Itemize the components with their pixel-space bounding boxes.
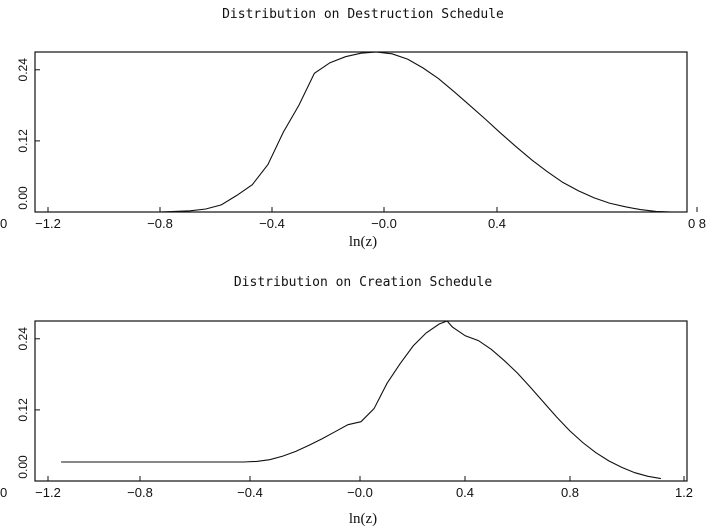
destruction-y-tick-label: 0.12	[16, 129, 30, 153]
destruction-x-ticks: 0 −1.2 −0.8 −0.4 −0.0 0.4 0 8	[0, 207, 706, 231]
creation-x-tick-label: −0.0	[347, 485, 373, 500]
creation-plot-frame	[34, 320, 688, 482]
creation-x-tick-label: 1.2	[675, 485, 693, 500]
creation-x-tick-label: 0.4	[456, 485, 474, 500]
destruction-chart-title: Distribution on Destruction Schedule	[222, 7, 504, 22]
creation-x-axis-label: ln(z)	[349, 511, 377, 527]
destruction-chart: Distribution on Destruction Schedule ln(…	[0, 7, 706, 250]
creation-y-tick-label: 0.00	[16, 455, 30, 479]
creation-chart-title: Distribution on Creation Schedule	[234, 275, 492, 290]
creation-x-ticks: 0 −1.2 −0.8 −0.4 −0.0 0.4 0.8 1.2	[0, 476, 693, 500]
creation-y-ticks: 0.00 0.12 0.24	[16, 327, 40, 482]
destruction-x-tick-label: −0.4	[259, 216, 285, 231]
creation-series-line	[61, 320, 661, 480]
destruction-x-tick-label: 0	[0, 216, 7, 231]
destruction-x-tick-label: −0.0	[371, 216, 397, 231]
destruction-series-line	[35, 51, 672, 213]
creation-x-tick-label: −0.8	[127, 485, 153, 500]
creation-x-tick-label: 0	[0, 485, 7, 500]
destruction-y-ticks: 0.00 0.12 0.24	[16, 58, 40, 213]
creation-x-tick-label: −0.4	[237, 485, 263, 500]
destruction-x-tick-label: 0 8	[688, 216, 706, 231]
destruction-x-axis-label: ln(z)	[349, 234, 377, 250]
destruction-x-tick-label: −0.8	[147, 216, 173, 231]
creation-x-tick-label: −1.2	[35, 485, 61, 500]
destruction-plot-frame	[34, 51, 688, 213]
destruction-y-tick-label: 0.00	[16, 186, 30, 210]
creation-y-tick-label: 0.12	[16, 398, 30, 422]
destruction-x-tick-label: 0.4	[488, 216, 506, 231]
creation-y-tick-label: 0.24	[16, 327, 30, 351]
destruction-x-tick-label: −1.2	[35, 216, 61, 231]
destruction-y-tick-label: 0.24	[16, 58, 30, 82]
creation-x-tick-label: 0.8	[561, 485, 579, 500]
creation-chart: Distribution on Creation Schedule ln(z) …	[0, 275, 693, 527]
